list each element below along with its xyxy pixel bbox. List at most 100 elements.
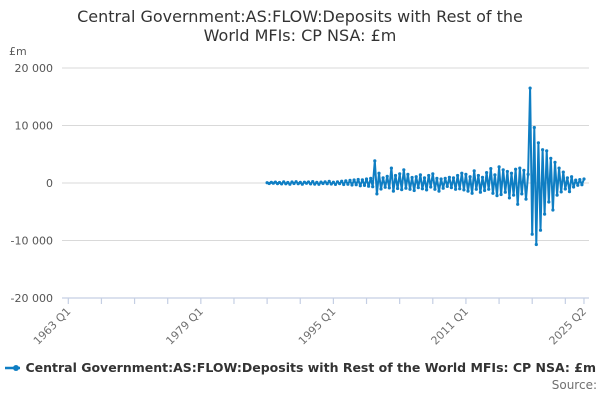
data-point	[561, 170, 565, 174]
data-point	[491, 191, 495, 195]
data-point	[364, 177, 369, 181]
data-point	[445, 184, 449, 188]
data-point	[373, 159, 377, 163]
y-tick-label: 0	[46, 177, 53, 190]
data-point	[306, 180, 311, 184]
data-point	[553, 160, 557, 164]
data-point	[385, 174, 389, 178]
data-point	[377, 171, 381, 175]
data-point	[454, 187, 458, 191]
data-point	[511, 193, 516, 197]
data-point	[412, 188, 416, 193]
data-point	[545, 149, 549, 153]
data-point	[574, 178, 578, 182]
data-point	[516, 202, 520, 206]
data-point	[393, 173, 398, 178]
data-point	[462, 188, 466, 192]
legend-item[interactable]: Central Government:AS:FLOW:Deposits with…	[4, 360, 596, 375]
source-label: Source:	[551, 378, 597, 392]
y-tick-label: 20 000	[15, 62, 54, 75]
data-point	[362, 183, 367, 187]
data-point	[356, 177, 360, 182]
data-point	[439, 177, 443, 181]
data-point	[425, 188, 429, 192]
data-point	[294, 180, 298, 184]
data-point	[522, 168, 526, 172]
series-line	[266, 87, 585, 246]
data-point	[485, 171, 489, 175]
data-point	[565, 176, 570, 180]
data-point	[563, 187, 567, 191]
data-point	[443, 176, 447, 180]
data-point	[427, 173, 431, 178]
data-point	[300, 182, 304, 186]
data-point	[534, 242, 538, 247]
x-tick-label: 2025 Q2	[547, 305, 590, 348]
data-point	[360, 178, 364, 182]
x-tick-label: 1979 Q1	[163, 305, 206, 348]
data-point	[557, 166, 561, 170]
data-point	[313, 182, 317, 186]
data-point	[549, 156, 553, 160]
data-point	[472, 169, 476, 173]
data-point	[468, 175, 472, 179]
line-series-marker-icon	[5, 364, 21, 371]
data-point	[541, 148, 545, 152]
y-axis-unit-label: £m	[9, 45, 27, 58]
data-point	[478, 190, 482, 194]
y-tick-label: -10 000	[11, 235, 53, 248]
data-point	[449, 186, 453, 190]
data-point	[441, 186, 445, 190]
data-point	[410, 175, 414, 180]
data-point	[435, 176, 439, 180]
data-point	[514, 167, 518, 171]
data-point	[387, 186, 391, 190]
data-point	[559, 190, 563, 194]
data-point	[520, 192, 524, 196]
data-point	[470, 191, 474, 195]
data-point	[447, 175, 451, 179]
data-point	[507, 196, 511, 200]
data-point	[528, 86, 532, 90]
data-point	[572, 185, 576, 189]
x-tick-label: 1995 Q1	[296, 305, 339, 348]
data-point	[509, 171, 514, 175]
data-point	[543, 212, 547, 216]
data-point	[480, 175, 485, 179]
data-point	[379, 187, 383, 191]
data-point	[416, 186, 420, 190]
data-point	[437, 189, 441, 193]
data-point	[317, 182, 321, 186]
data-point	[329, 182, 333, 186]
data-point	[325, 182, 329, 186]
data-point	[282, 180, 286, 184]
x-tick-label: 2011 Q1	[429, 305, 472, 348]
data-point	[524, 197, 528, 201]
data-point	[389, 166, 393, 170]
data-point	[580, 183, 584, 187]
data-point	[371, 185, 375, 189]
data-point	[344, 179, 348, 183]
data-point	[327, 179, 331, 183]
data-point	[288, 182, 292, 186]
data-point	[532, 125, 536, 130]
data-point	[369, 176, 373, 180]
data-point	[352, 178, 356, 182]
data-point	[396, 186, 400, 191]
data-point	[551, 208, 555, 212]
data-point	[460, 171, 464, 175]
data-point	[458, 187, 462, 191]
data-point	[576, 183, 580, 187]
data-point	[398, 172, 402, 176]
data-point	[348, 178, 352, 182]
data-point	[315, 180, 319, 184]
data-point	[567, 190, 572, 194]
data-point	[292, 181, 296, 186]
data-point	[487, 187, 491, 191]
page-title: Central Government:AS:FLOW:Deposits with…	[0, 7, 600, 45]
data-point	[497, 165, 501, 169]
data-point	[555, 193, 559, 197]
data-point	[536, 141, 541, 145]
data-point	[414, 175, 418, 179]
data-point	[547, 200, 551, 204]
